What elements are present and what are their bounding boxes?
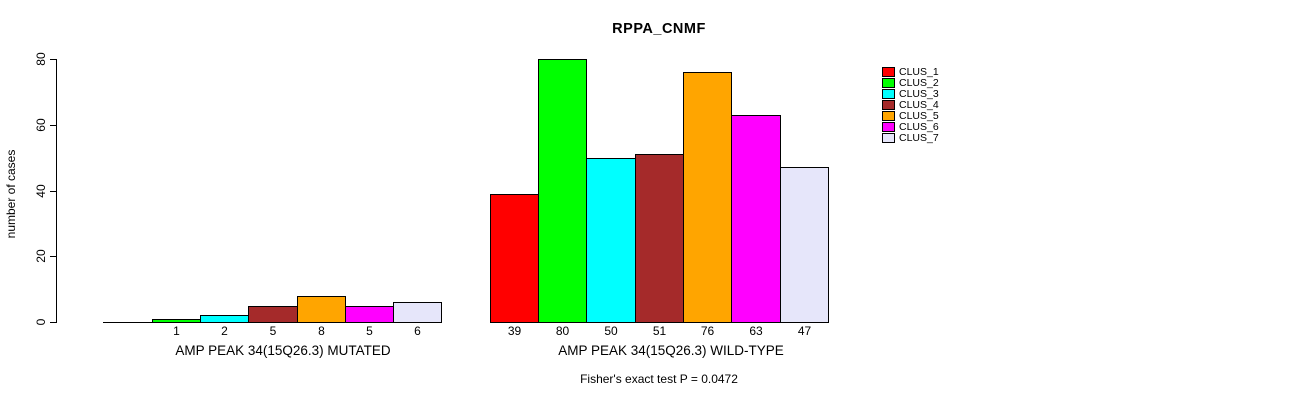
fisher-test-annotation: Fisher's exact test P = 0.0472 <box>580 372 738 386</box>
bar-value-label-clus_3-mutated: 2 <box>221 324 228 338</box>
bar-clus_3-wild-type <box>586 158 636 323</box>
bar-clus_1-mutated <box>103 322 153 323</box>
legend-label: CLUS_6 <box>899 121 939 133</box>
legend: CLUS_1 CLUS_2 CLUS_3 CLUS_4 CLUS_5 CLUS_6 CLUS… <box>882 67 939 144</box>
legend-item-clus_7: CLUS_7 <box>882 133 939 143</box>
legend-swatch-clus_1 <box>882 67 895 77</box>
bar-clus_3-mutated <box>200 315 249 323</box>
bar-clus_1-wild-type <box>490 194 539 323</box>
legend-swatch-clus_4 <box>882 100 895 110</box>
y-axis-tick-label-40: 40 <box>34 184 48 198</box>
legend-label: CLUS_1 <box>899 66 939 78</box>
bar-value-label-clus_4-wild-type: 51 <box>652 324 667 338</box>
y-axis-tick-40 <box>50 191 57 192</box>
bar-value-label-clus_2-mutated: 1 <box>173 324 180 338</box>
legend-item-clus_5: CLUS_5 <box>882 111 939 121</box>
bar-value-label-clus_4-mutated: 5 <box>269 324 277 338</box>
legend-item-clus_2: CLUS_2 <box>882 78 939 88</box>
x-axis-label-mutated: AMP PEAK 34(15Q26.3) MUTATED <box>175 343 391 358</box>
legend-label: CLUS_5 <box>899 110 939 122</box>
bar-value-label-clus_5-wild-type: 76 <box>700 324 715 338</box>
bar-value-label-clus_1-wild-type: 39 <box>507 324 522 338</box>
legend-item-clus_1: CLUS_1 <box>882 67 939 77</box>
legend-label: CLUS_4 <box>899 99 939 111</box>
y-axis-tick-0 <box>50 322 57 323</box>
y-axis-tick-label-60: 60 <box>34 118 48 132</box>
bar-clus_2-mutated <box>152 319 201 323</box>
bar-clus_5-mutated <box>297 296 346 323</box>
bar-clus_6-wild-type <box>731 115 781 323</box>
bar-value-label-clus_6-wild-type: 63 <box>749 324 763 338</box>
y-axis-tick-80 <box>50 59 57 60</box>
legend-swatch-clus_7 <box>882 133 895 143</box>
bar-value-label-clus_7-wild-type: 47 <box>797 324 812 338</box>
bar-clus_7-mutated <box>393 302 442 323</box>
bar-clus_5-wild-type <box>683 72 732 323</box>
bar-value-label-clus_3-wild-type: 50 <box>604 324 618 338</box>
x-axis-label-wild-type: AMP PEAK 34(15Q26.3) WILD-TYPE <box>558 343 784 358</box>
legend-swatch-clus_3 <box>882 89 895 99</box>
legend-swatch-clus_6 <box>882 122 895 132</box>
chart-title: RPPA_CNMF <box>612 21 706 37</box>
legend-item-clus_3: CLUS_3 <box>882 89 939 99</box>
bar-clus_4-mutated <box>248 306 298 323</box>
legend-swatch-clus_5 <box>882 111 895 121</box>
legend-label: CLUS_3 <box>899 88 939 100</box>
legend-label: CLUS_7 <box>899 132 939 144</box>
y-axis-tick-label-0: 0 <box>34 318 48 326</box>
bar-value-label-clus_6-mutated: 5 <box>366 324 373 338</box>
legend-label: CLUS_2 <box>899 77 939 89</box>
bar-clus_6-mutated <box>345 306 394 323</box>
bar-clus_7-wild-type <box>780 167 829 323</box>
legend-item-clus_4: CLUS_4 <box>882 100 939 110</box>
bar-value-label-clus_7-mutated: 6 <box>414 324 421 338</box>
bar-clus_4-wild-type <box>635 154 684 323</box>
y-axis-tick-label-80: 80 <box>34 52 48 66</box>
bar-value-label-clus_5-mutated: 8 <box>318 324 325 338</box>
legend-swatch-clus_2 <box>882 78 895 88</box>
y-axis-tick-20 <box>50 256 57 257</box>
bar-clus_2-wild-type <box>538 59 587 323</box>
y-axis-tick-60 <box>50 125 57 126</box>
y-axis-tick-label-20: 20 <box>34 249 48 263</box>
legend-item-clus_6: CLUS_6 <box>882 122 939 132</box>
bar-value-label-clus_2-wild-type: 80 <box>555 324 570 338</box>
